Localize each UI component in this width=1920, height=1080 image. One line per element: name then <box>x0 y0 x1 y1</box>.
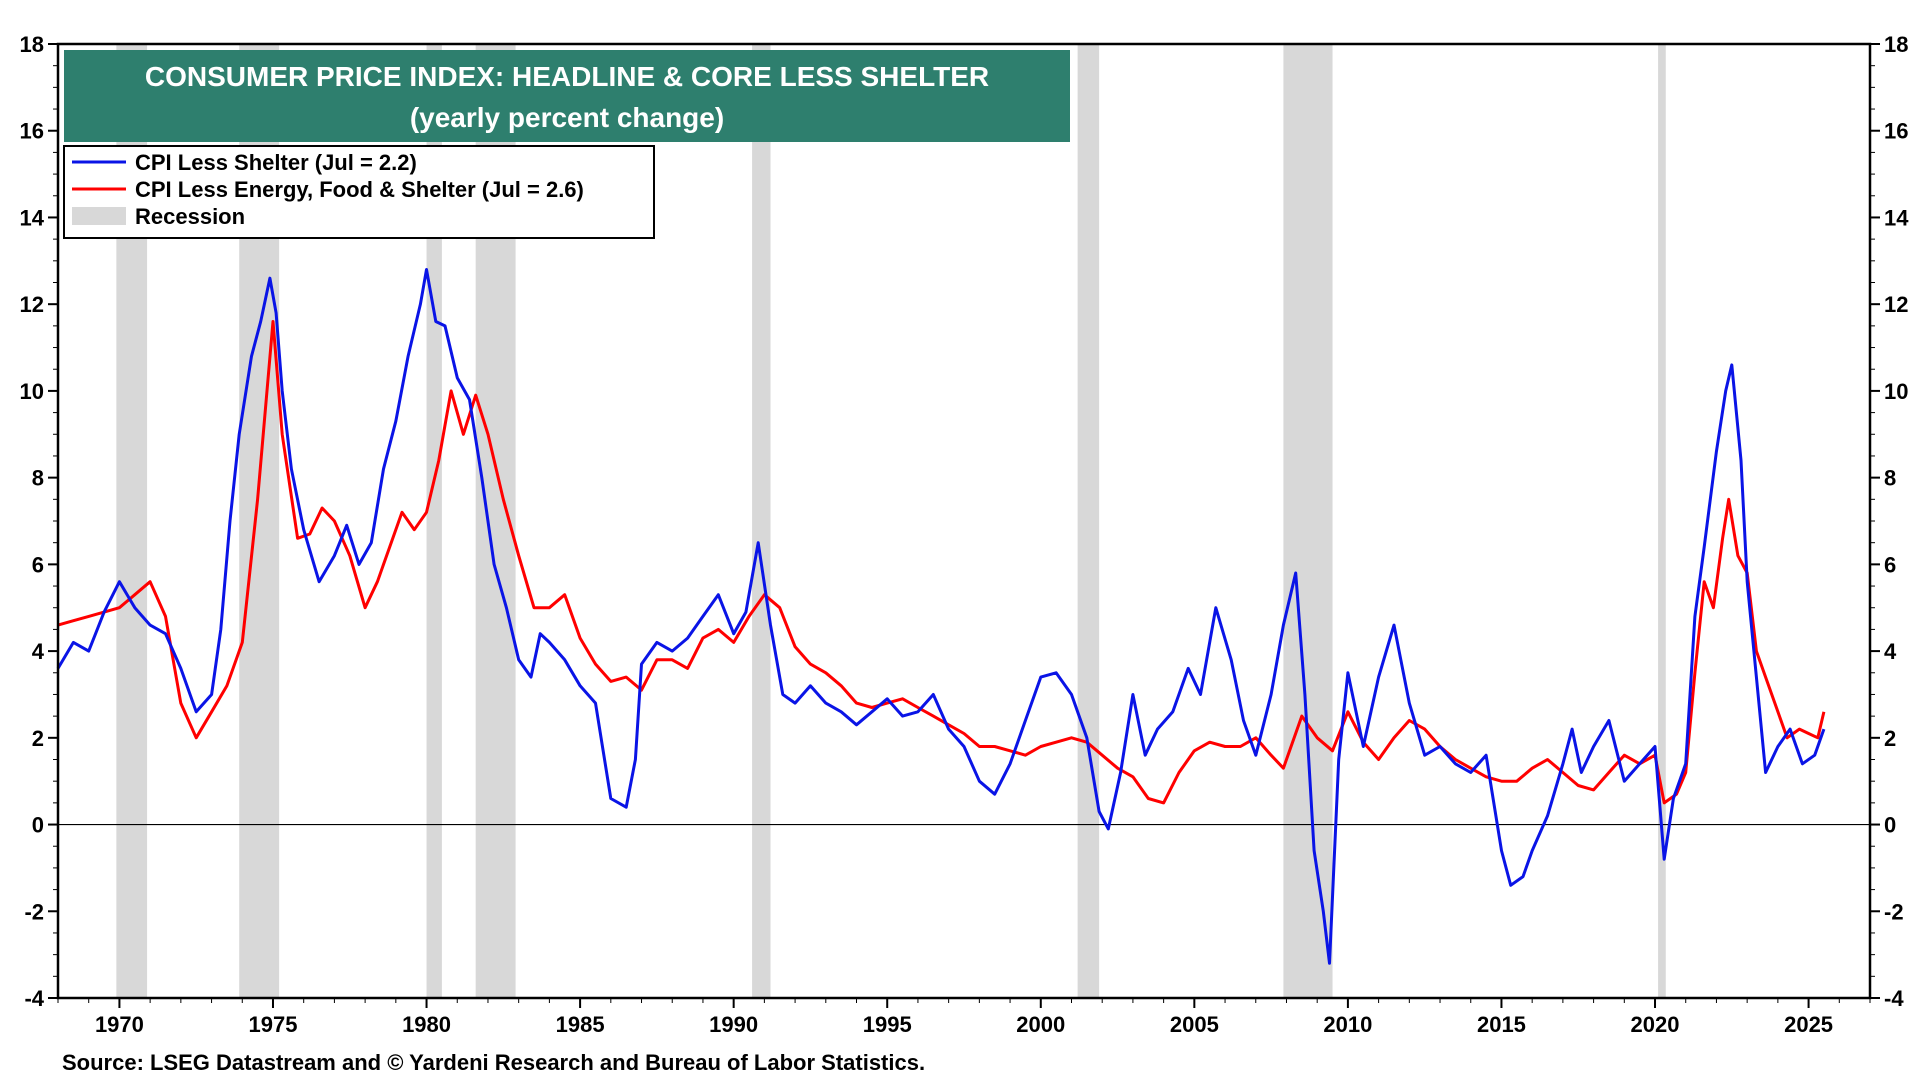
y-tick-label-left: 14 <box>20 205 45 230</box>
y-tick-label-left: 10 <box>20 379 44 404</box>
legend: CPI Less Shelter (Jul = 2.2) CPI Less En… <box>63 145 655 239</box>
source-note: Source: LSEG Datastream and © Yardeni Re… <box>62 1050 926 1075</box>
y-tick-label-left: -2 <box>24 899 44 924</box>
x-tick-label: 2000 <box>1016 1012 1065 1037</box>
y-tick-label-right: 6 <box>1884 552 1896 577</box>
recession-band-3 <box>426 44 442 998</box>
x-tick-label: 2020 <box>1631 1012 1680 1037</box>
x-tick-label: 1970 <box>95 1012 144 1037</box>
y-tick-label-right: 8 <box>1884 466 1896 491</box>
y-tick-label-left: 12 <box>20 292 44 317</box>
x-tick-label: 2010 <box>1323 1012 1372 1037</box>
x-tick-label: 1990 <box>709 1012 758 1037</box>
chart-subtitle: (yearly percent change) <box>410 102 724 133</box>
legend-label-core: CPI Less Energy, Food & Shelter (Jul = 2… <box>135 177 584 202</box>
y-tick-label-left: 6 <box>32 552 44 577</box>
legend-swatch-recession <box>72 207 126 225</box>
y-tick-label-right: -2 <box>1884 899 1904 924</box>
y-tick-label-left: 8 <box>32 466 44 491</box>
title-box: CONSUMER PRICE INDEX: HEADLINE & CORE LE… <box>64 50 1070 142</box>
x-tick-label: 1975 <box>249 1012 298 1037</box>
title-background <box>64 50 1070 142</box>
x-tick-label: 1985 <box>556 1012 605 1037</box>
recession-band-6 <box>1077 44 1100 998</box>
y-tick-label-right: 4 <box>1884 639 1897 664</box>
series-lines <box>56 268 1826 965</box>
y-tick-label-right: 10 <box>1884 379 1908 404</box>
y-tick-label-left: 0 <box>32 813 44 838</box>
y-tick-label-right: 2 <box>1884 726 1896 751</box>
x-tick-label: 2015 <box>1477 1012 1526 1037</box>
y-tick-label-right: 0 <box>1884 813 1896 838</box>
recession-band-5 <box>752 44 771 998</box>
legend-label-headline: CPI Less Shelter (Jul = 2.2) <box>135 150 417 175</box>
y-tick-label-left: 2 <box>32 726 44 751</box>
y-tick-label-right: 18 <box>1884 32 1908 57</box>
recession-band-7 <box>1283 44 1333 998</box>
x-tick-label: 1980 <box>402 1012 451 1037</box>
chart-title: CONSUMER PRICE INDEX: HEADLINE & CORE LE… <box>145 61 989 92</box>
y-tick-label-left: -4 <box>24 986 44 1011</box>
y-tick-label-right: -4 <box>1884 986 1904 1011</box>
x-tick-label: 2005 <box>1170 1012 1219 1037</box>
y-tick-label-right: 14 <box>1884 205 1909 230</box>
x-tick-label: 2025 <box>1784 1012 1833 1037</box>
legend-box <box>63 145 655 239</box>
y-tick-label-left: 18 <box>20 32 44 57</box>
y-tick-label-left: 16 <box>20 119 44 144</box>
y-tick-label-left: 4 <box>32 639 45 664</box>
recession-band-8 <box>1658 44 1666 998</box>
series-line-core <box>57 320 1826 805</box>
x-tick-label: 1995 <box>863 1012 912 1037</box>
axes: -4 -4 -2 -2 0 0 2 2 4 4 6 6 8 8 10 10 12 12 14 14 16 16 18 18 19… <box>20 32 1910 1037</box>
y-tick-label-right: 12 <box>1884 292 1908 317</box>
legend-label-recession: Recession <box>135 204 245 229</box>
series-line-headline <box>56 268 1826 965</box>
y-tick-label-right: 16 <box>1884 119 1908 144</box>
